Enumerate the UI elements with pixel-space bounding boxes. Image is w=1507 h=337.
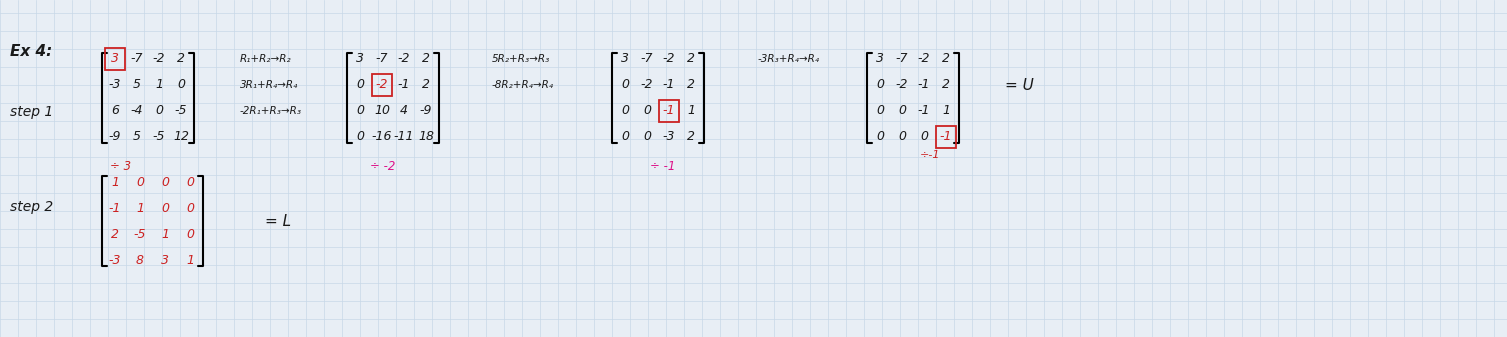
Text: -2: -2 xyxy=(375,79,389,92)
Text: -2R₁+R₃→R₃: -2R₁+R₃→R₃ xyxy=(240,106,301,116)
Text: 0: 0 xyxy=(621,104,628,118)
Text: 2: 2 xyxy=(112,227,119,241)
Text: 1: 1 xyxy=(185,253,194,267)
Text: 2: 2 xyxy=(687,53,695,65)
Text: -2: -2 xyxy=(895,79,909,92)
Text: 5R₂+R₃→R₃: 5R₂+R₃→R₃ xyxy=(491,54,550,64)
Text: 0: 0 xyxy=(643,104,651,118)
Text: -1: -1 xyxy=(109,202,121,214)
Text: 0: 0 xyxy=(876,79,885,92)
Text: 0: 0 xyxy=(155,104,163,118)
Text: 0: 0 xyxy=(356,79,365,92)
Text: -2: -2 xyxy=(663,53,675,65)
Text: -1: -1 xyxy=(918,104,930,118)
Text: 2: 2 xyxy=(687,79,695,92)
Text: -3: -3 xyxy=(109,79,121,92)
Text: -2: -2 xyxy=(640,79,653,92)
Text: 0: 0 xyxy=(136,176,145,188)
Text: 1: 1 xyxy=(136,202,145,214)
Text: 0: 0 xyxy=(898,104,906,118)
Text: 0: 0 xyxy=(176,79,185,92)
Text: ÷ 3: ÷ 3 xyxy=(110,160,131,174)
Text: step 2: step 2 xyxy=(11,200,53,214)
Text: 5: 5 xyxy=(133,79,142,92)
Text: 1: 1 xyxy=(155,79,163,92)
Text: 3: 3 xyxy=(356,53,365,65)
Text: -5: -5 xyxy=(175,104,187,118)
Text: 3R₁+R₄→R₄: 3R₁+R₄→R₄ xyxy=(240,80,298,90)
Text: 3: 3 xyxy=(621,53,628,65)
Text: 4: 4 xyxy=(399,104,408,118)
Text: -1: -1 xyxy=(663,79,675,92)
Text: -7: -7 xyxy=(895,53,909,65)
Text: -5: -5 xyxy=(134,227,146,241)
Text: -7: -7 xyxy=(131,53,143,65)
Text: -5: -5 xyxy=(152,130,166,144)
Text: -1: -1 xyxy=(663,104,675,118)
Text: 3: 3 xyxy=(876,53,885,65)
Text: step 1: step 1 xyxy=(11,105,53,119)
Text: 10: 10 xyxy=(374,104,390,118)
Text: 0: 0 xyxy=(185,176,194,188)
Text: 6: 6 xyxy=(112,104,119,118)
Text: 5: 5 xyxy=(133,130,142,144)
Text: 2: 2 xyxy=(687,130,695,144)
Text: 0: 0 xyxy=(161,176,169,188)
Text: 0: 0 xyxy=(356,130,365,144)
Text: -2: -2 xyxy=(918,53,930,65)
Text: 0: 0 xyxy=(185,227,194,241)
Text: = U: = U xyxy=(1005,78,1034,92)
Text: -9: -9 xyxy=(109,130,121,144)
Text: -1: -1 xyxy=(918,79,930,92)
Text: 2: 2 xyxy=(422,53,429,65)
Text: 1: 1 xyxy=(161,227,169,241)
Text: 2: 2 xyxy=(942,79,949,92)
Text: 0: 0 xyxy=(621,79,628,92)
Text: 0: 0 xyxy=(161,202,169,214)
Text: 1: 1 xyxy=(112,176,119,188)
Text: 1: 1 xyxy=(942,104,949,118)
Text: 0: 0 xyxy=(876,130,885,144)
Text: -2: -2 xyxy=(152,53,166,65)
Text: R₁+R₂→R₂: R₁+R₂→R₂ xyxy=(240,54,292,64)
Text: 0: 0 xyxy=(919,130,928,144)
Text: -8R₂+R₄→R₄: -8R₂+R₄→R₄ xyxy=(491,80,555,90)
Text: = L: = L xyxy=(265,214,291,228)
Text: -3R₃+R₄→R₄: -3R₃+R₄→R₄ xyxy=(758,54,820,64)
Text: -4: -4 xyxy=(131,104,143,118)
Text: -16: -16 xyxy=(372,130,392,144)
Text: 0: 0 xyxy=(876,104,885,118)
Text: ÷ -1: ÷ -1 xyxy=(650,160,675,174)
Text: -7: -7 xyxy=(375,53,389,65)
Text: 2: 2 xyxy=(422,79,429,92)
Text: 12: 12 xyxy=(173,130,188,144)
Text: 18: 18 xyxy=(417,130,434,144)
Text: 3: 3 xyxy=(112,53,119,65)
Text: 3: 3 xyxy=(161,253,169,267)
Text: -1: -1 xyxy=(398,79,410,92)
Text: 0: 0 xyxy=(185,202,194,214)
Text: ÷-1: ÷-1 xyxy=(919,150,940,160)
Text: -11: -11 xyxy=(393,130,414,144)
Text: 0: 0 xyxy=(621,130,628,144)
Text: ÷ -2: ÷ -2 xyxy=(371,160,395,174)
Text: -9: -9 xyxy=(420,104,433,118)
Text: 2: 2 xyxy=(942,53,949,65)
Text: -1: -1 xyxy=(940,130,952,144)
Text: -7: -7 xyxy=(640,53,653,65)
Text: -2: -2 xyxy=(398,53,410,65)
Text: -3: -3 xyxy=(109,253,121,267)
Text: 0: 0 xyxy=(898,130,906,144)
Text: 1: 1 xyxy=(687,104,695,118)
Text: 8: 8 xyxy=(136,253,145,267)
Text: 2: 2 xyxy=(176,53,185,65)
Text: 0: 0 xyxy=(356,104,365,118)
Text: 0: 0 xyxy=(643,130,651,144)
Text: -3: -3 xyxy=(663,130,675,144)
Text: Ex 4:: Ex 4: xyxy=(11,44,53,60)
